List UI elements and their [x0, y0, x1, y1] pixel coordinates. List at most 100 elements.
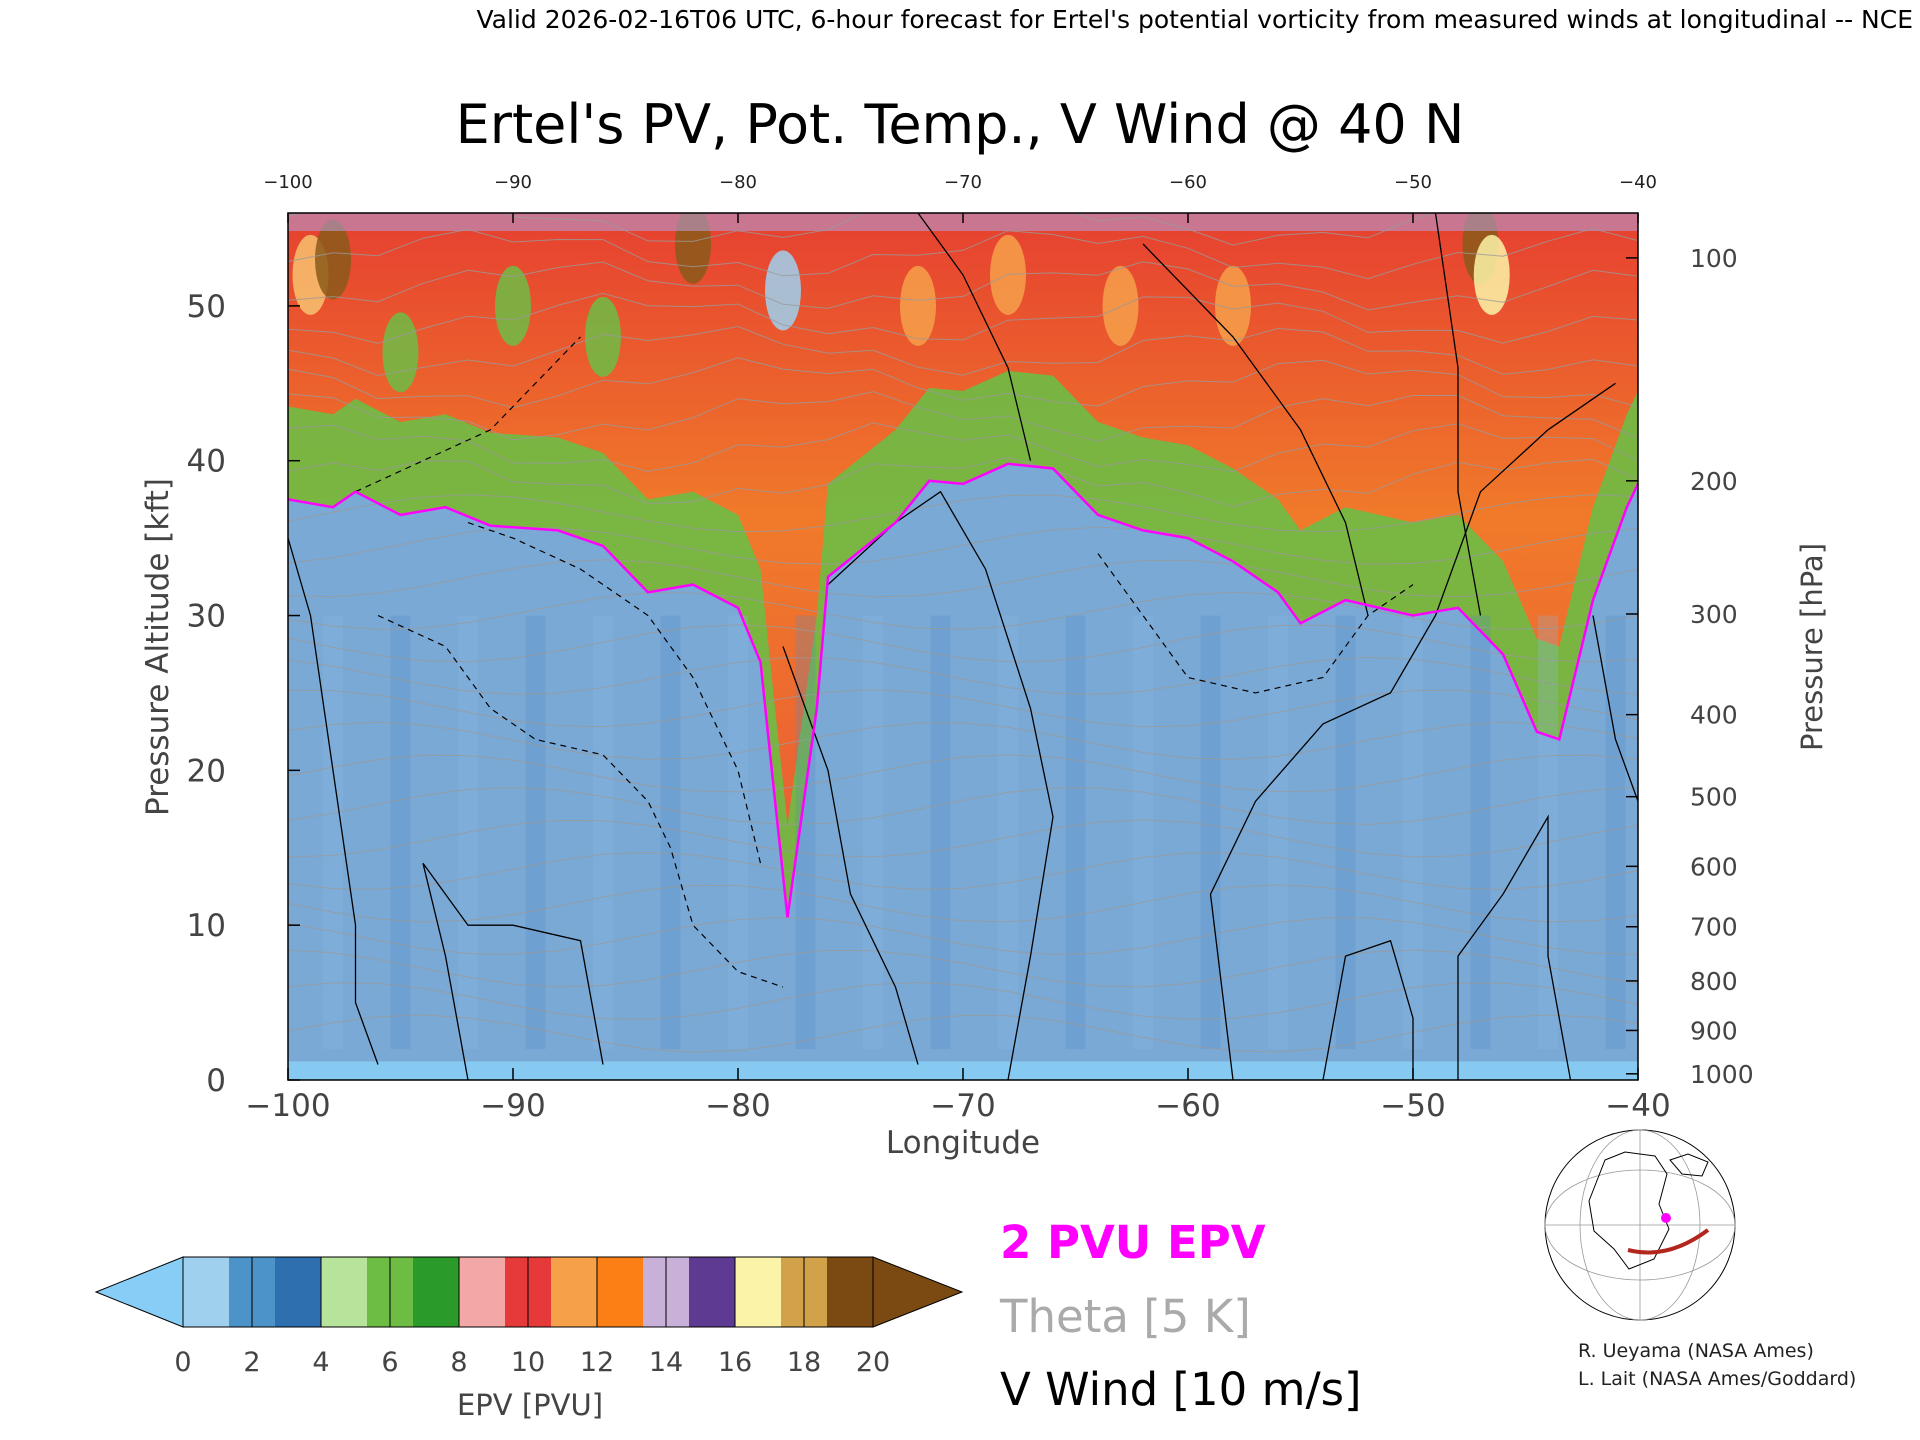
theta-contour — [288, 754, 1638, 793]
theta-contour — [288, 261, 1638, 311]
credit-line-2: L. Lait (NASA Ames/Goddard) — [1578, 1368, 1856, 1390]
colorbar-tick-label: 10 — [511, 1347, 545, 1378]
colorbar-segment — [551, 1257, 598, 1327]
theta-contour — [288, 721, 1638, 760]
header-text: Valid 2026-02-16T06 UTC, 6-hour forecast… — [477, 5, 1914, 34]
x-tick-label: −60 — [1155, 1088, 1220, 1124]
wind-contour — [917, 213, 1032, 461]
y-tick-label: 30 — [187, 599, 226, 635]
colorbar-tick-label: 6 — [381, 1347, 398, 1378]
tropo-streak — [323, 615, 343, 1050]
theta-contour — [288, 292, 1638, 344]
pv-patch — [990, 234, 1026, 315]
colorbar-segment — [459, 1257, 506, 1327]
pv-patch — [315, 219, 351, 300]
theta-contour — [288, 689, 1638, 728]
colorbar-segment — [735, 1257, 782, 1327]
top-tick-label: −40 — [1619, 172, 1657, 193]
theta-contour — [288, 456, 1638, 508]
legend-wind: V Wind [10 m/s] — [1000, 1363, 1362, 1416]
top-tick-label: −60 — [1169, 172, 1207, 193]
wind-contour-dashed — [1097, 553, 1414, 694]
theta-contour — [288, 559, 1638, 598]
theta-contour — [288, 819, 1638, 858]
colorbar-tick-label: 4 — [312, 1347, 329, 1378]
wind-contour — [1209, 382, 1616, 1080]
p-tick-label: 900 — [1690, 1016, 1738, 1045]
wind-contour — [1322, 939, 1414, 1080]
colorbar-tick-label: 14 — [649, 1347, 683, 1378]
top-tick-label: −100 — [263, 172, 312, 193]
p-tick-label: 300 — [1690, 600, 1738, 629]
p-tick-label: 200 — [1690, 467, 1738, 496]
tropo-streak — [1335, 615, 1356, 1050]
colorbar-segment — [597, 1257, 644, 1327]
colorbar-segment — [413, 1257, 460, 1327]
x-tick-label: −90 — [480, 1088, 545, 1124]
wind-contour-dashed — [355, 336, 581, 493]
x-axis: −100 −90 −80 −70 −60 −50 −40 — [245, 1068, 1671, 1124]
tropo-streak — [728, 615, 748, 1050]
wind-contour — [827, 490, 1054, 1080]
locator-map — [1544, 1129, 1736, 1321]
theta-contour — [288, 981, 1638, 1021]
top-tick-label: −90 — [494, 172, 532, 193]
tropo-streak — [593, 615, 613, 1050]
pv-patch — [585, 296, 621, 377]
theta-contour — [288, 391, 1638, 442]
x-tick-label: −70 — [930, 1088, 995, 1124]
y-tick-label: 10 — [187, 908, 226, 944]
green-band — [288, 213, 1638, 918]
x-tick-label: −100 — [245, 1088, 330, 1124]
tropo-streak — [525, 615, 546, 1050]
tropo-streak — [1133, 615, 1153, 1050]
theta-contour — [288, 591, 1638, 630]
theta-contour — [288, 949, 1638, 988]
colorbar-tick-label: 16 — [718, 1347, 752, 1378]
theta-contour — [288, 494, 1638, 533]
colorbar-segment — [183, 1257, 230, 1327]
theta-contour — [288, 325, 1638, 377]
y-axis-label-right: Pressure [hPa] — [1795, 543, 1829, 751]
pv-patch — [1102, 265, 1139, 346]
theta-contour — [288, 228, 1638, 280]
tropo-streak — [1470, 615, 1491, 1050]
colorbar-under-arrow — [94, 1256, 184, 1328]
y-axis-label-left: Pressure Altitude [kft] — [140, 478, 176, 816]
pv-patch — [765, 250, 801, 331]
troposphere-fill — [288, 463, 1638, 1080]
plot-area — [288, 213, 1638, 1080]
theta-contour — [288, 357, 1638, 409]
colorbar-segment — [827, 1257, 874, 1327]
theta-contour — [288, 656, 1638, 695]
wind-contour — [422, 862, 604, 1080]
wind-contour-dashed — [377, 614, 784, 988]
stratosphere-detail — [288, 213, 1638, 918]
p-tick-label: 600 — [1690, 852, 1738, 881]
wind-contour — [1592, 615, 1638, 802]
colorbar-tick-label: 2 — [243, 1347, 260, 1378]
theta-contour — [288, 786, 1638, 825]
colorbar-segment — [321, 1257, 368, 1327]
colorbar-segment — [275, 1257, 322, 1327]
theta-contour — [288, 851, 1638, 891]
tropo-streak — [660, 615, 681, 1050]
p-tick-label: 800 — [1690, 967, 1738, 996]
legend-theta: Theta [5 K] — [999, 1290, 1251, 1343]
chart-title: Ertel's PV, Pot. Temp., V Wind @ 40 N — [456, 93, 1465, 156]
tropo-streak — [863, 615, 883, 1050]
p-tick-label: 100 — [1690, 244, 1738, 273]
theta-contour — [288, 422, 1638, 473]
y-tick-label: 20 — [187, 753, 226, 789]
y-axis-right: 100 200 300 400 500 600 700 800 900 1000 — [1626, 244, 1754, 1089]
pv-patch — [1473, 234, 1510, 315]
y-tick-label: 40 — [187, 444, 226, 480]
top-axis: −100 −90 −80 −70 −60 −50 −40 — [263, 172, 1657, 223]
theta-contour — [288, 916, 1638, 956]
y-tick-label: 0 — [206, 1063, 226, 1099]
x-tick-label: −50 — [1380, 1088, 1445, 1124]
pv-2pvu-line — [288, 462, 1638, 918]
y-axis-left: 0 10 20 30 40 50 — [187, 289, 300, 1099]
colorbar-tick-label: 12 — [580, 1347, 614, 1378]
